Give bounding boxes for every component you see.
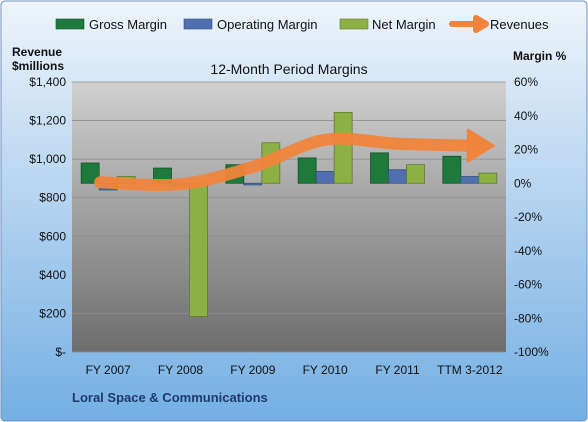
legend-label-gross: Gross Margin [89, 17, 167, 32]
right-tick-label: 20% [514, 143, 538, 157]
right-tick-label: -80% [514, 311, 542, 325]
operating-margin-bar [243, 182, 263, 186]
legend-label-operating: Operating Margin [217, 17, 317, 32]
revenue-arrow-layer [94, 128, 495, 192]
right-tick-label: -60% [514, 278, 542, 292]
operating-margin-bar [388, 169, 407, 184]
net-margin-bar [333, 111, 353, 184]
right-tick-label: -40% [514, 244, 542, 258]
gross-margin-bar [297, 157, 317, 184]
left-tick-label: $1,200 [29, 114, 66, 128]
net-margin-bar [406, 164, 425, 184]
right-axis-ticks: -100% -80% -60% -40% -20% 0% 20% 40% 60% [514, 75, 549, 359]
gridlines [72, 81, 506, 353]
operating-margin-bar [460, 176, 480, 184]
left-tick-label: $800 [39, 191, 66, 205]
x-tick-label: TTM 3-2012 [437, 363, 503, 377]
left-tick-label: $1,000 [29, 152, 66, 166]
left-tick-label: $200 [39, 306, 66, 320]
chart-title: 12-Month Period Margins [210, 61, 367, 77]
net-margin-bar [478, 172, 498, 184]
gross-margin-bar [442, 155, 462, 184]
x-axis-ticks: FY 2007 FY 2008 FY 2009 FY 2010 FY 2011 TTM 3… [86, 363, 503, 377]
right-tick-label: 60% [514, 75, 538, 89]
x-tick-label: FY 2010 [303, 363, 348, 377]
legend-item-gross: Gross Margin [55, 17, 167, 32]
gross-margin-bar [370, 152, 389, 184]
net-margin-bar [189, 182, 208, 317]
legend-item-revenues: Revenues [449, 15, 549, 33]
left-tick-label: $1,400 [29, 75, 66, 89]
x-tick-label: FY 2007 [86, 363, 131, 377]
left-tick-label: $600 [39, 229, 66, 243]
operating-margin-bar [315, 171, 335, 184]
right-axis-title: Margin % [513, 49, 567, 63]
legend-item-net: Net Margin [339, 17, 436, 32]
legend-label-net: Net Margin [372, 17, 436, 32]
right-tick-label: 0% [514, 176, 532, 190]
revenue-arrow-head [466, 128, 495, 163]
x-tick-label: FY 2011 [375, 363, 420, 377]
legend: Gross Margin Operating Margin Net Margin… [55, 15, 549, 33]
legend-swatch-operating [183, 18, 213, 30]
right-tick-label: 40% [514, 109, 538, 123]
left-tick-label: $400 [39, 268, 66, 282]
revenue-arrow-line [94, 132, 474, 192]
right-tick-label: -20% [514, 210, 542, 224]
left-tick-label: $- [55, 345, 66, 359]
plot-area [72, 82, 506, 352]
legend-swatch-gross [55, 18, 85, 30]
legend-item-operating: Operating Margin [183, 17, 317, 32]
right-tick-label: -100% [514, 345, 549, 359]
gross-margin-bar [80, 162, 100, 184]
company-footer: Loral Space & Communications [72, 390, 268, 405]
x-tick-label: FY 2008 [158, 363, 203, 377]
legend-label-revenues: Revenues [490, 17, 549, 32]
left-axis-title-line1: Revenue [12, 45, 62, 59]
legend-swatch-net [339, 18, 369, 30]
left-axis-title-line2: $millions [12, 59, 64, 73]
legend-arrow-icon [449, 15, 489, 33]
left-axis-ticks: $- $200 $400 $600 $800 $1,000 $1,200 $1,400 [29, 75, 66, 359]
x-tick-label: FY 2009 [230, 363, 275, 377]
